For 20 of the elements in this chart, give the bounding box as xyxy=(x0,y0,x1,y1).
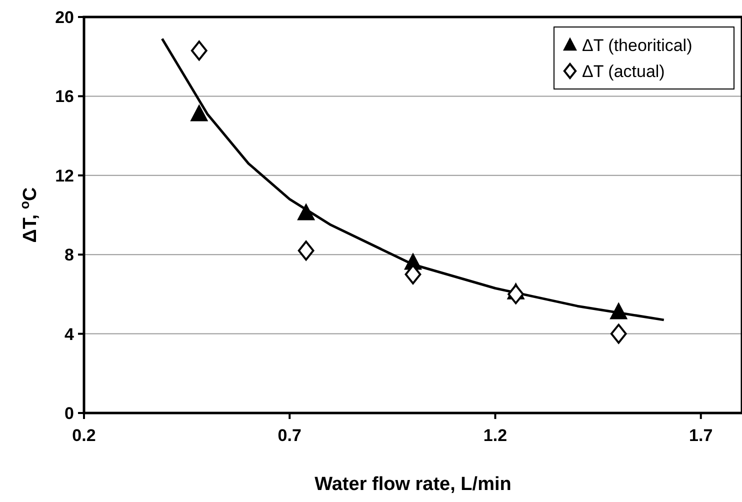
point xyxy=(508,284,524,304)
y-tick-label: 12 xyxy=(55,166,74,186)
y-tick-label: 8 xyxy=(64,246,74,265)
point xyxy=(190,40,208,61)
y-tick-label: 4 xyxy=(64,324,75,344)
point xyxy=(297,203,316,220)
point xyxy=(190,104,208,122)
point xyxy=(610,324,627,344)
x-tick-label: 1.2 xyxy=(483,426,508,445)
legend-label: ΔT (actual) xyxy=(582,62,665,81)
point xyxy=(610,302,628,320)
x-tick-label: 0.7 xyxy=(278,426,302,445)
y-tick-label: 0 xyxy=(64,404,74,423)
y-tick-label: 20 xyxy=(55,8,74,27)
x-tick-label: 1.7 xyxy=(689,426,713,445)
y-tick-label: 16 xyxy=(55,87,74,106)
point xyxy=(298,240,314,261)
x-tick-label: 0.2 xyxy=(72,426,96,445)
x-axis-title: Water flow rate, L/min xyxy=(314,474,512,495)
legend-label: ΔT (theoritical) xyxy=(582,36,692,55)
